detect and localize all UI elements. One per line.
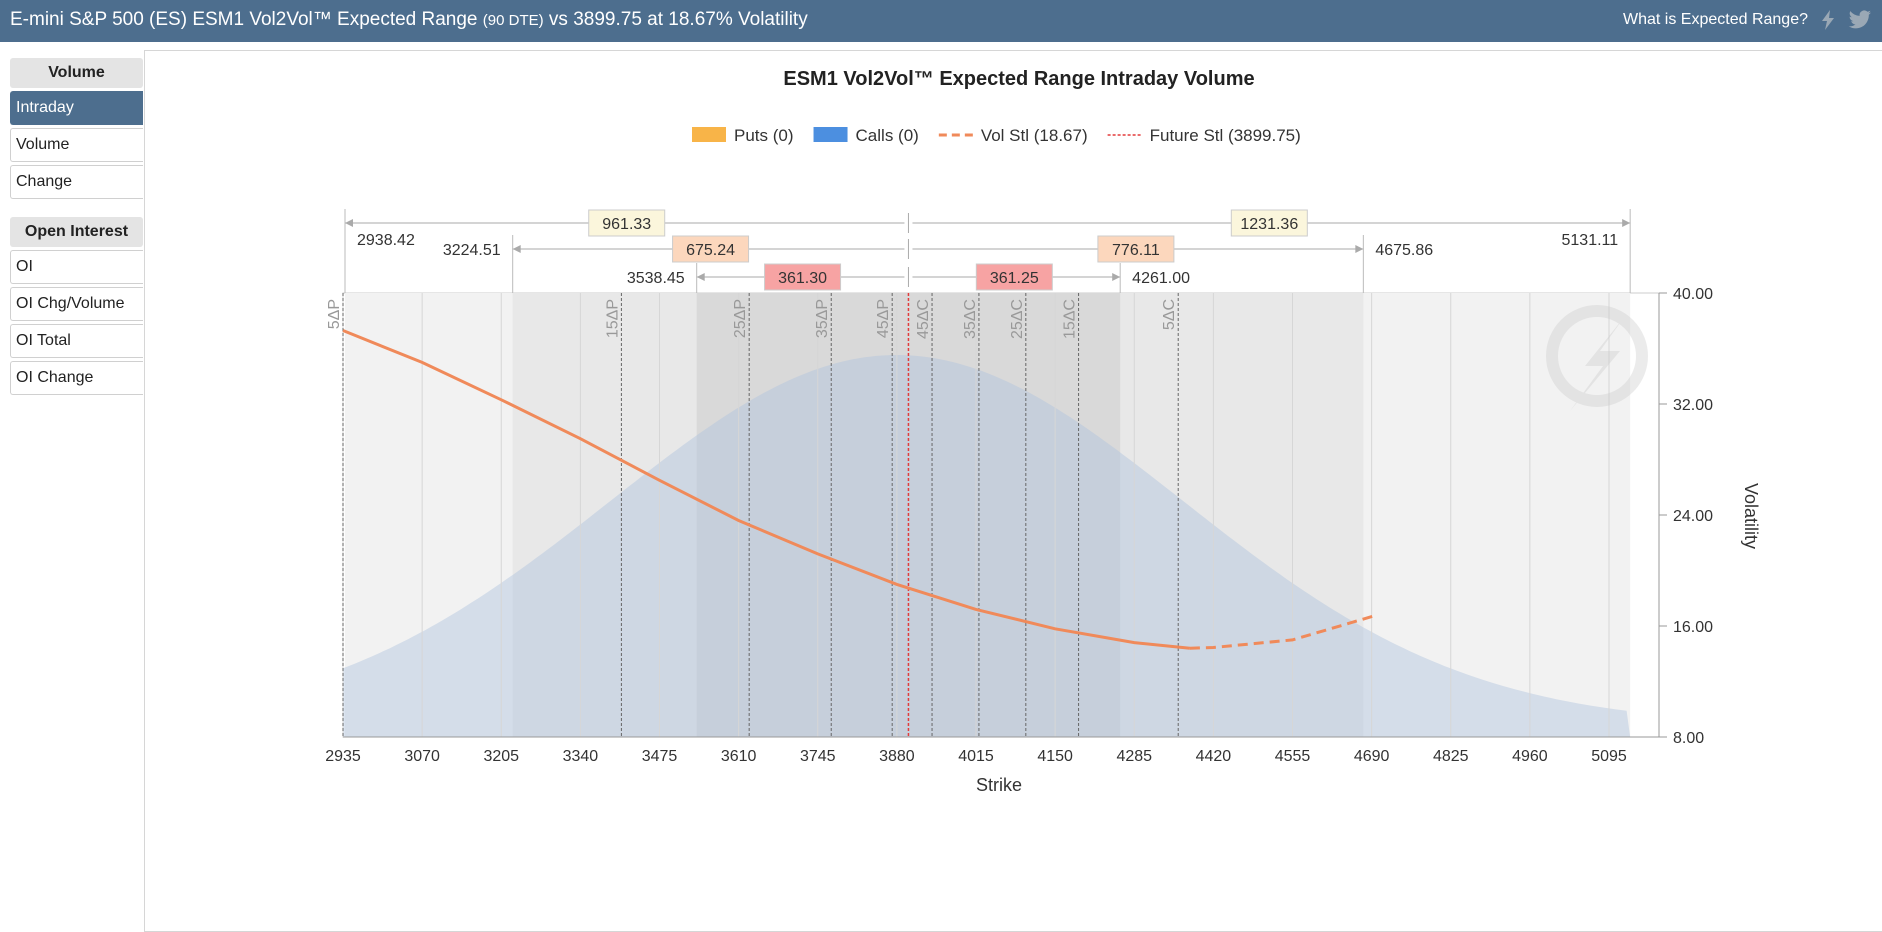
range-low-label: 3538.45 <box>627 270 685 287</box>
x-tick-label: 4555 <box>1275 748 1311 765</box>
delta-label: 15ΔC <box>1062 299 1079 339</box>
range-down-label: 675.24 <box>686 242 735 259</box>
y-tick-label: 40.00 <box>1673 286 1713 303</box>
range-down-box <box>764 263 842 291</box>
delta-label: 35ΔP <box>814 299 831 338</box>
expected-range-help-link[interactable]: What is Expected Range? <box>1623 11 1808 28</box>
range-up-box <box>1230 209 1308 237</box>
sidebar-item-change[interactable]: Change <box>10 165 143 199</box>
delta-label: 25ΔC <box>1009 299 1026 339</box>
sidebar-group-open-interest: Open Interest <box>10 217 143 247</box>
delta-label: 45ΔP <box>875 299 892 338</box>
range-high-label: 4675.86 <box>1375 242 1433 259</box>
range-low-label: 2938.42 <box>357 232 415 249</box>
x-tick-label: 4150 <box>1037 748 1073 765</box>
chart-panel: 2935 3070 3205 3340 3475 3610 3745 3880 4015 4150… <box>144 50 1882 932</box>
x-tick-label: 2935 <box>325 748 361 765</box>
x-tick-label: 4285 <box>1116 748 1152 765</box>
lightning-icon[interactable] <box>1816 8 1840 32</box>
x-tick-label: 4015 <box>958 748 994 765</box>
legend-label-4: Future Stl (3899.75) <box>1150 126 1301 145</box>
range-arrow <box>1112 273 1121 281</box>
legend-swatch-1 <box>692 127 726 142</box>
x-tick-label: 3475 <box>642 748 678 765</box>
range-up-box <box>1097 235 1175 263</box>
range-arrow <box>1622 219 1631 227</box>
delta-label: 5ΔC <box>1161 299 1178 330</box>
sidebar-item-oi-total[interactable]: OI Total <box>10 324 143 358</box>
x-tick-label: 4420 <box>1196 748 1232 765</box>
distribution-area <box>343 355 1631 737</box>
x-tick-label: 3745 <box>800 748 836 765</box>
range-arrow <box>696 273 705 281</box>
range-down-label: 361.30 <box>778 270 827 287</box>
legend-label-1: Puts (0) <box>734 126 794 145</box>
expected-range-chart: 2935 3070 3205 3340 3475 3610 3745 3880 4015 4150… <box>325 68 1761 795</box>
x-tick-label: 3205 <box>483 748 519 765</box>
delta-label: 35ΔC <box>962 299 979 339</box>
range-high-label: 4261.00 <box>1132 270 1190 287</box>
range-arrow <box>512 245 521 253</box>
delta-label: 5ΔP <box>326 299 343 329</box>
range-low-label: 3224.51 <box>443 242 501 259</box>
x-tick-label: 4690 <box>1354 748 1390 765</box>
y-tick-label: 32.00 <box>1673 397 1713 414</box>
legend-swatch-2 <box>813 127 848 142</box>
x-tick-label: 4825 <box>1433 748 1469 765</box>
x-axis-title: Strike <box>976 775 1022 795</box>
legend-label-2: Calls (0) <box>856 126 919 145</box>
x-tick-label: 3610 <box>721 748 757 765</box>
x-tick-label: 3340 <box>563 748 599 765</box>
sidebar-item-oi-chg-volume[interactable]: OI Chg/Volume <box>10 287 143 321</box>
y-tick-label: 16.00 <box>1673 619 1713 636</box>
sidebar-item-oi[interactable]: OI <box>10 250 143 284</box>
title-main: E-mini S&P 500 (ES) ESM1 Vol2Vol™ Expect… <box>10 9 478 30</box>
delta-label: 15ΔP <box>604 299 621 338</box>
delta-label: 45ΔC <box>915 299 932 339</box>
range-up-label: 361.25 <box>990 270 1039 287</box>
sidebar: Volume Intraday Volume Change Open Inter… <box>10 58 143 395</box>
sidebar-item-oi-change[interactable]: OI Change <box>10 361 143 395</box>
range-up-label: 776.11 <box>1112 242 1160 259</box>
legend-label-3: Vol Stl (18.67) <box>981 126 1088 145</box>
x-tick-label: 4960 <box>1512 748 1548 765</box>
title-rest: vs 3899.75 at 18.67% Volatility <box>548 9 808 30</box>
watermark-logo-icon <box>1546 305 1648 411</box>
y-axis-title: Volatility <box>1741 483 1761 549</box>
vol-settle-line-dashed <box>1189 613 1378 650</box>
range-down-label: 961.33 <box>602 216 651 233</box>
range-down-box <box>588 209 666 237</box>
range-high-label: 5131.11 <box>1562 232 1619 249</box>
x-tick-label: 3070 <box>404 748 440 765</box>
twitter-icon[interactable] <box>1848 8 1872 32</box>
page-title: E-mini S&P 500 (ES) ESM1 Vol2Vol™ Expect… <box>10 0 808 41</box>
x-tick-label: 3880 <box>879 748 915 765</box>
vol-settle-line-solid <box>342 329 1191 650</box>
y-tick-label: 24.00 <box>1673 508 1713 525</box>
y-tick-label: 8.00 <box>1673 730 1704 747</box>
chart-title: ESM1 Vol2Vol™ Expected Range Intraday Vo… <box>783 68 1254 90</box>
range-up-label: 1231.36 <box>1240 216 1298 233</box>
range-arrow <box>345 219 354 227</box>
header-bar: E-mini S&P 500 (ES) ESM1 Vol2Vol™ Expect… <box>0 0 1882 42</box>
sidebar-group-volume: Volume <box>10 58 143 88</box>
x-tick-label: 5095 <box>1591 748 1627 765</box>
range-arrow <box>1355 245 1364 253</box>
sidebar-item-intraday[interactable]: Intraday <box>10 91 143 125</box>
delta-label: 25ΔP <box>732 299 749 338</box>
range-down-box <box>672 235 750 263</box>
range-up-box <box>975 263 1053 291</box>
sidebar-item-volume[interactable]: Volume <box>10 128 143 162</box>
header-right: What is Expected Range? <box>1623 0 1872 40</box>
title-dte: (90 DTE) <box>482 12 544 29</box>
